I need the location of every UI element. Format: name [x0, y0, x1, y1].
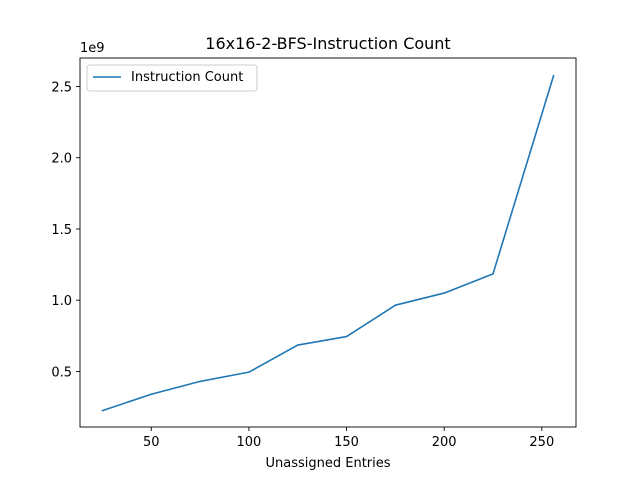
series-line-0	[101, 74, 555, 412]
axes-frame	[79, 57, 577, 428]
x-tick-label: 150	[334, 435, 359, 450]
chart-title: 16x16-2-BFS-Instruction Count	[205, 34, 450, 53]
y-axis-offset-label: 1e9	[80, 41, 105, 56]
legend-label: Instruction Count	[131, 70, 243, 85]
y-tick-label: 1.5	[51, 223, 72, 238]
y-tick-label: 2.0	[51, 152, 72, 167]
x-tick-label: 200	[432, 435, 457, 450]
x-tick-label: 100	[236, 435, 261, 450]
y-tick-label: 2.5	[51, 80, 72, 95]
y-tick-label: 0.5	[51, 365, 72, 380]
x-axis-title: Unassigned Entries	[265, 456, 390, 471]
x-tick-label: 50	[143, 435, 160, 450]
x-tick-label: 250	[529, 435, 554, 450]
legend: Instruction Count	[86, 64, 258, 92]
legend-box	[86, 64, 258, 92]
y-tick-label: 1.0	[51, 294, 72, 309]
plot-area: 50 100 150 200 250 0.5 1.0 1.5 2.0 2.5 Instruction…	[51, 57, 577, 450]
